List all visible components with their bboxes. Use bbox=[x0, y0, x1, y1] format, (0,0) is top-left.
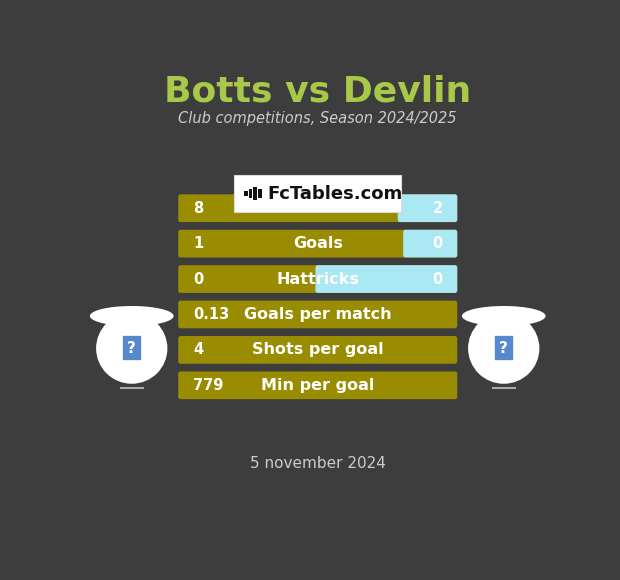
Text: ?: ? bbox=[127, 341, 136, 356]
Text: 8: 8 bbox=[193, 201, 203, 216]
Text: Hattricks: Hattricks bbox=[277, 271, 359, 287]
Text: ?: ? bbox=[499, 341, 508, 356]
Text: 0: 0 bbox=[193, 271, 203, 287]
Ellipse shape bbox=[90, 306, 174, 326]
Text: Shots per goal: Shots per goal bbox=[252, 342, 384, 357]
Text: Botts vs Devlin: Botts vs Devlin bbox=[164, 74, 471, 108]
Text: 1: 1 bbox=[193, 236, 203, 251]
FancyBboxPatch shape bbox=[249, 189, 252, 198]
FancyBboxPatch shape bbox=[398, 194, 458, 222]
Circle shape bbox=[96, 313, 167, 384]
Text: 0: 0 bbox=[432, 236, 443, 251]
Text: 0: 0 bbox=[432, 271, 443, 287]
FancyBboxPatch shape bbox=[403, 230, 458, 258]
FancyBboxPatch shape bbox=[258, 189, 262, 198]
Text: 0.13: 0.13 bbox=[193, 307, 229, 322]
FancyBboxPatch shape bbox=[234, 175, 402, 212]
FancyBboxPatch shape bbox=[244, 191, 247, 196]
Text: FcTables.com: FcTables.com bbox=[267, 184, 402, 202]
Text: Club competitions, Season 2024/2025: Club competitions, Season 2024/2025 bbox=[179, 111, 457, 126]
Text: Matches: Matches bbox=[280, 201, 356, 216]
FancyBboxPatch shape bbox=[179, 300, 458, 328]
FancyBboxPatch shape bbox=[254, 187, 257, 200]
Text: Goals per match: Goals per match bbox=[244, 307, 392, 322]
Ellipse shape bbox=[462, 306, 546, 326]
FancyBboxPatch shape bbox=[179, 336, 458, 364]
FancyBboxPatch shape bbox=[179, 265, 458, 293]
FancyBboxPatch shape bbox=[179, 371, 458, 399]
FancyBboxPatch shape bbox=[179, 230, 458, 258]
FancyBboxPatch shape bbox=[316, 265, 458, 293]
Text: 2: 2 bbox=[432, 201, 443, 216]
Text: Min per goal: Min per goal bbox=[261, 378, 374, 393]
FancyBboxPatch shape bbox=[179, 194, 458, 222]
Text: 4: 4 bbox=[193, 342, 203, 357]
Text: 779: 779 bbox=[193, 378, 223, 393]
Text: Goals: Goals bbox=[293, 236, 343, 251]
Circle shape bbox=[468, 313, 539, 384]
Text: 5 november 2024: 5 november 2024 bbox=[250, 456, 386, 472]
